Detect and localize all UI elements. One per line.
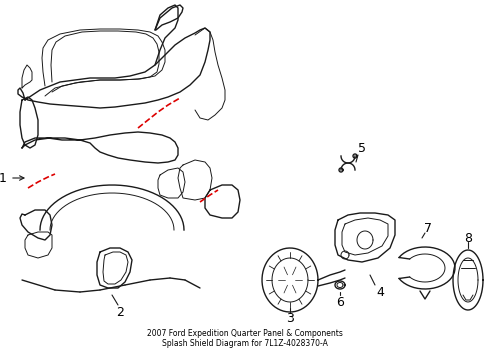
Text: 3: 3 — [286, 311, 294, 324]
Text: 8: 8 — [464, 231, 472, 244]
Text: 6: 6 — [336, 296, 344, 309]
Text: 2: 2 — [116, 306, 124, 319]
Text: 7: 7 — [424, 221, 432, 234]
Text: 4: 4 — [376, 285, 384, 298]
Text: 5: 5 — [358, 141, 366, 154]
Text: 1: 1 — [0, 171, 7, 184]
Text: 2007 Ford Expedition Quarter Panel & Components
Splash Shield Diagram for 7L1Z-4: 2007 Ford Expedition Quarter Panel & Com… — [147, 329, 343, 348]
